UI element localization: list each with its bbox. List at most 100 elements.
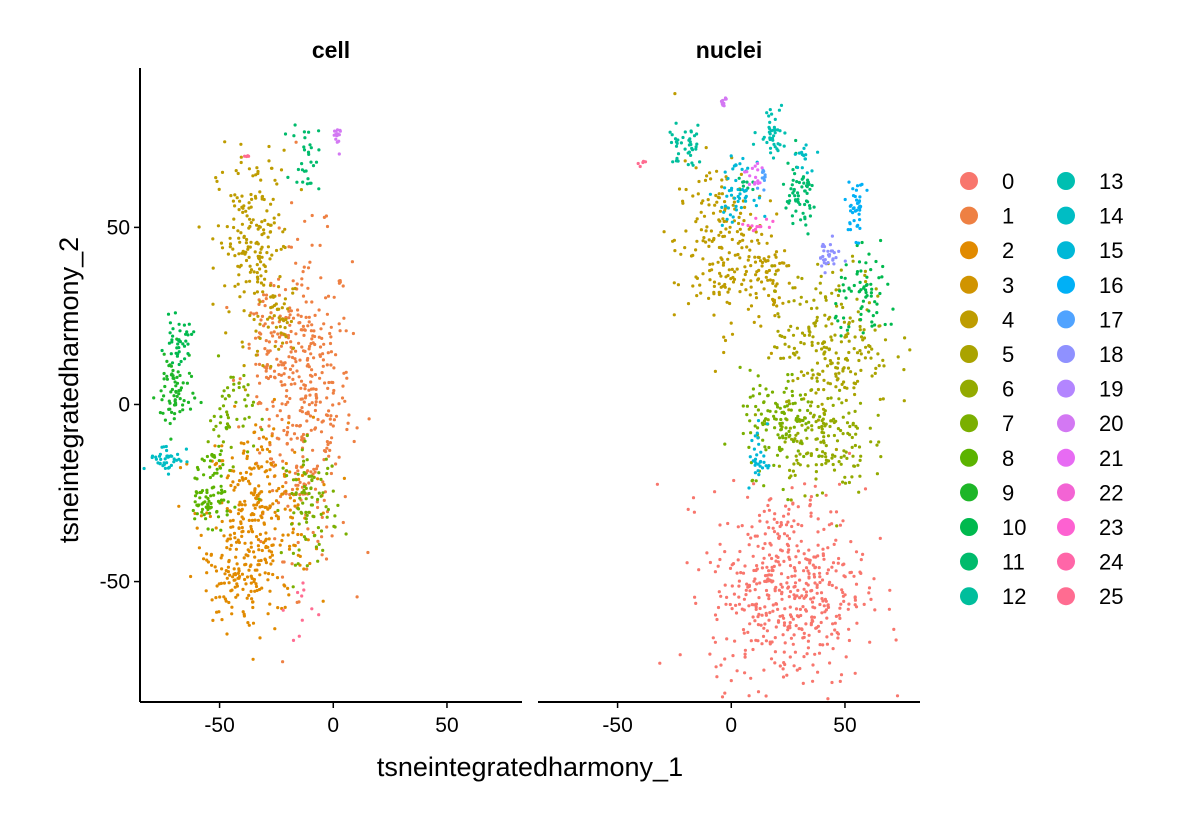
point-cluster-11	[801, 211, 805, 215]
point-cluster-10	[182, 323, 186, 327]
point-cluster-0	[743, 655, 747, 659]
point-cluster-9	[187, 371, 191, 375]
point-cluster-5	[810, 340, 814, 344]
point-cluster-6	[839, 455, 843, 459]
point-cluster-5	[798, 302, 802, 306]
point-cluster-4	[727, 287, 731, 291]
point-cluster-2	[252, 493, 256, 497]
point-cluster-13	[778, 143, 782, 147]
point-cluster-15	[730, 220, 734, 224]
point-cluster-4	[281, 230, 285, 234]
point-cluster-6	[817, 425, 821, 430]
point-cluster-6	[851, 421, 855, 425]
point-cluster-7	[301, 463, 305, 467]
point-cluster-4	[699, 291, 703, 295]
point-cluster-4	[721, 234, 725, 239]
point-cluster-18	[832, 262, 836, 266]
point-cluster-1	[252, 312, 256, 316]
point-cluster-4	[754, 230, 758, 234]
point-cluster-2	[256, 501, 260, 505]
point-cluster-10	[186, 342, 190, 346]
point-cluster-5	[853, 335, 857, 339]
point-cluster-5	[791, 333, 796, 337]
point-cluster-4	[255, 166, 259, 170]
point-cluster-15	[732, 164, 737, 168]
point-cluster-4	[712, 284, 717, 288]
point-cluster-5	[837, 371, 841, 375]
point-cluster-0	[788, 613, 793, 617]
point-cluster-18	[834, 256, 838, 260]
point-cluster-8	[202, 459, 206, 463]
point-cluster-8	[233, 505, 237, 509]
point-cluster-14	[185, 460, 189, 464]
point-cluster-0	[788, 655, 792, 659]
point-cluster-2	[252, 580, 256, 584]
point-cluster-7	[244, 404, 248, 408]
point-cluster-2	[281, 492, 285, 496]
point-cluster-5	[881, 358, 885, 362]
point-cluster-11	[737, 176, 741, 180]
point-cluster-0	[744, 588, 748, 592]
point-cluster-25	[300, 618, 304, 622]
point-cluster-16	[858, 208, 862, 212]
point-cluster-2	[233, 536, 237, 540]
point-cluster-16	[858, 195, 862, 199]
point-cluster-2	[342, 476, 346, 480]
point-cluster-15	[738, 162, 742, 166]
point-cluster-1	[324, 557, 329, 561]
point-cluster-4	[731, 203, 735, 207]
point-cluster-4	[708, 278, 712, 282]
point-cluster-7	[788, 433, 792, 437]
point-cluster-6	[824, 422, 828, 426]
point-cluster-1	[296, 308, 300, 312]
point-cluster-2	[231, 575, 235, 579]
point-cluster-10	[173, 311, 177, 315]
point-cluster-1	[322, 498, 326, 502]
point-cluster-0	[821, 643, 825, 647]
point-cluster-2	[270, 553, 274, 557]
point-cluster-0	[892, 627, 896, 632]
point-cluster-9	[168, 407, 172, 411]
point-cluster-2	[255, 493, 259, 498]
point-cluster-1	[294, 261, 298, 265]
point-cluster-0	[761, 561, 765, 565]
point-cluster-4	[245, 214, 249, 218]
point-cluster-5	[841, 305, 845, 310]
point-cluster-1	[281, 660, 285, 664]
point-cluster-1	[313, 487, 318, 491]
point-cluster-6	[814, 463, 818, 467]
point-cluster-0	[853, 671, 857, 675]
legend-label: 5	[1002, 342, 1014, 367]
point-cluster-1	[338, 329, 342, 333]
point-cluster-7	[307, 491, 311, 496]
point-cluster-2	[237, 540, 241, 545]
point-cluster-10	[869, 294, 873, 298]
point-cluster-0	[678, 653, 682, 657]
point-cluster-5	[836, 293, 841, 298]
point-cluster-10	[174, 351, 178, 355]
point-cluster-7	[246, 393, 250, 397]
point-cluster-4	[717, 196, 721, 200]
point-cluster-0	[825, 616, 829, 620]
point-cluster-4	[275, 182, 279, 186]
point-cluster-2	[283, 584, 287, 588]
point-cluster-0	[756, 623, 761, 627]
point-cluster-9	[168, 421, 172, 426]
point-cluster-2	[214, 596, 218, 600]
point-cluster-0	[767, 553, 772, 557]
point-cluster-8	[219, 474, 223, 478]
point-cluster-4	[236, 282, 240, 286]
point-cluster-5	[863, 269, 868, 273]
point-cluster-10	[842, 316, 846, 320]
point-cluster-7	[303, 491, 307, 495]
point-cluster-4	[225, 225, 229, 229]
point-cluster-6	[869, 440, 873, 444]
point-cluster-0	[847, 638, 852, 643]
point-cluster-7	[794, 418, 798, 422]
point-cluster-0	[812, 596, 816, 600]
point-cluster-7	[762, 484, 766, 488]
point-cluster-0	[747, 694, 751, 698]
point-cluster-12	[674, 144, 679, 148]
legend-item-19: 19	[1057, 377, 1123, 402]
